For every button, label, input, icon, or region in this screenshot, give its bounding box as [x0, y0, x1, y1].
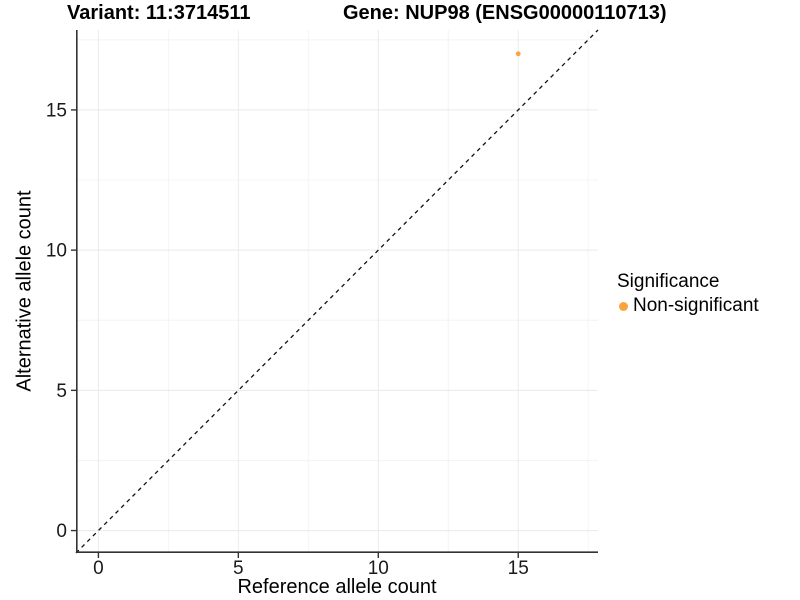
x-tick-label: 5 — [233, 558, 244, 579]
x-tick-label: 10 — [368, 558, 389, 579]
plot-title-gene: Gene: NUP98 (ENSG00000110713) — [343, 2, 667, 24]
legend-item-non-significant: Non-significant — [617, 295, 759, 317]
plot-panel: 0 5 10 15 0 5 10 15 — [46, 29, 599, 579]
x-axis-label: Reference allele count — [237, 576, 437, 598]
y-axis-label: Alternative allele count — [13, 190, 36, 392]
legend-title: Significance — [617, 271, 720, 292]
y-tick-label: 15 — [46, 100, 67, 121]
legend: Significance Non-significant — [617, 271, 759, 317]
legend-item-label: Non-significant — [633, 295, 759, 316]
y-tick-label: 0 — [56, 521, 67, 542]
y-tick-label: 5 — [56, 381, 67, 402]
legend-point-icon — [619, 301, 628, 311]
y-tick-label: 10 — [46, 241, 67, 262]
identity-dashed-line — [75, 29, 599, 554]
x-tick-label: 0 — [93, 558, 104, 579]
data-point — [515, 51, 521, 57]
plot-title-variant: Variant: 11:3714511 — [67, 2, 251, 24]
x-tick-label: 15 — [508, 558, 529, 579]
